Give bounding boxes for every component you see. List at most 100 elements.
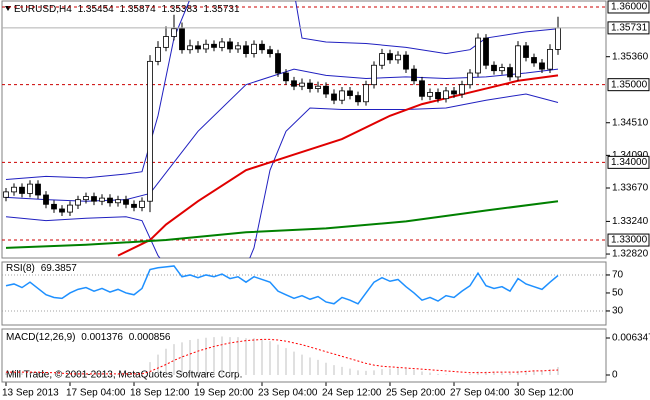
candle-body (523, 45, 529, 58)
candle-body (123, 199, 129, 205)
y-tick-label: 1.35360 (612, 51, 649, 62)
candle-body (99, 197, 105, 202)
candle-body (499, 67, 505, 72)
x-tick-label: 24 Sep 12:00 (322, 388, 382, 399)
x-tick-label: 19 Sep 20:00 (194, 388, 254, 399)
candle-body (163, 36, 169, 48)
candle-body (43, 194, 49, 205)
candle-body (131, 203, 137, 208)
y-tick-label: 1.33670 (612, 183, 649, 194)
indicator-line (5, 200, 559, 249)
rsi-value: 69.3857 (41, 263, 78, 274)
panel-frame (1, 0, 607, 259)
macd-value: 0.001376 (81, 332, 123, 343)
y-tick-label: 50 (612, 288, 624, 299)
candle-body (3, 191, 9, 198)
candle-body (363, 84, 369, 103)
candle-body (147, 60, 153, 202)
main-header: EURUSD,H4 1.35454 1.35874 1.35383 1.3573… (14, 4, 240, 15)
copyright: Mill Trade, © 2001-2013, MetaQuotes Soft… (6, 370, 242, 381)
candle-body (83, 196, 89, 201)
x-tick-label: 27 Sep 04:00 (450, 388, 510, 399)
candle-body (355, 95, 361, 103)
candle-body (483, 37, 489, 66)
candle-body (451, 90, 457, 95)
x-tick-label: 25 Sep 20:00 (386, 388, 446, 399)
candle-body (75, 199, 81, 206)
candle-body (379, 53, 385, 66)
candle-body (555, 27, 561, 50)
candle-body (243, 45, 249, 54)
y-tick-label: 1.33240 (612, 216, 649, 227)
candle-body (107, 197, 113, 204)
candle-body (179, 28, 185, 51)
rsi-header: RSI(8) 69.3857 (6, 263, 77, 274)
candle-body (531, 57, 537, 64)
candle-body (299, 82, 305, 87)
current-price-label: 1.35731 (611, 23, 648, 34)
macd-header: MACD(12,26,9) 0.001376 0.000856 (6, 332, 171, 343)
candle-body (139, 200, 145, 208)
candle-body (339, 90, 345, 101)
level-label: 1.33000 (611, 235, 648, 246)
level-label: 1.35000 (611, 79, 648, 90)
candle-body (187, 45, 193, 51)
candle-body (347, 90, 353, 96)
candle-body (387, 53, 393, 61)
plot-area (5, 336, 559, 376)
candle-body (275, 53, 281, 74)
plot-area (2, 1, 606, 258)
level-label: 1.34000 (611, 157, 648, 168)
candle-body (235, 45, 241, 50)
candle-body (507, 67, 513, 78)
candle-body (427, 92, 433, 97)
x-tick-label: 17 Sep 04:00 (66, 388, 126, 399)
candle-body (467, 72, 473, 86)
candle-body (323, 85, 329, 95)
candle-body (283, 72, 289, 82)
candle-body (435, 92, 441, 100)
candle-body (219, 41, 225, 48)
candle-body (35, 183, 41, 196)
candle-body (395, 54, 401, 61)
candle-body (115, 199, 121, 204)
y-tick-label: 0 (612, 370, 618, 381)
panel-frame (1, 261, 607, 326)
indicator-line (5, 265, 559, 305)
x-tick-label: 23 Sep 04:00 (258, 388, 318, 399)
rsi-title: RSI(8) (6, 263, 35, 274)
candle-body (403, 54, 409, 70)
indicator-line (5, 68, 559, 202)
candle-body (11, 186, 17, 193)
candle-body (203, 43, 209, 50)
candle-body (419, 80, 425, 97)
candle-body (411, 68, 417, 82)
level-label-box (607, 0, 650, 14)
y-tick-label: 30 (612, 306, 624, 317)
candle-body (267, 49, 273, 54)
level-label-box (607, 78, 650, 92)
x-tick-label: 13 Sep 2013 (2, 388, 59, 399)
candle-body (51, 203, 57, 210)
candle-body (59, 208, 65, 213)
panel-frame (1, 328, 607, 383)
x-tick-label: 18 Sep 12:00 (130, 388, 190, 399)
y-tick-label: 70 (612, 270, 624, 281)
indicator-line (5, 93, 559, 258)
y-tick-label: 0.006347 (612, 333, 650, 344)
level-label-box (607, 155, 650, 169)
candle-body (491, 64, 497, 72)
candle-body (67, 204, 73, 213)
candle-body (539, 62, 545, 70)
indicator-line (117, 74, 559, 257)
candle-body (251, 43, 257, 54)
y-tick-label: 1.34090 (612, 150, 649, 161)
candle-body (331, 93, 337, 101)
candle-body (315, 85, 321, 89)
candle-body (19, 186, 25, 194)
candle-body (443, 90, 449, 100)
macd-signal-value: 0.000856 (129, 332, 171, 343)
level-label-box (607, 233, 650, 247)
last-close: 1.35731 (203, 4, 240, 15)
